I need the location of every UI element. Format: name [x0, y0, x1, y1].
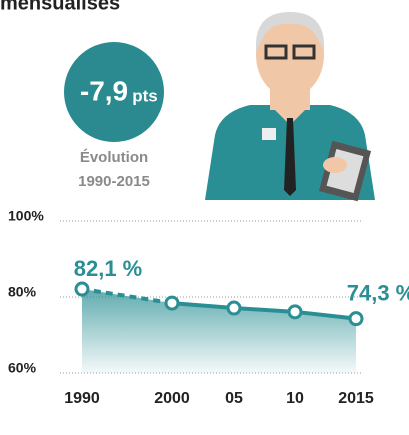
illustration: [205, 12, 375, 201]
point: [166, 297, 178, 309]
x-tick-label: 2015: [338, 390, 374, 407]
point: [76, 283, 88, 295]
y-tick-label: 80%: [8, 284, 37, 300]
badge-unit: pts: [132, 86, 158, 105]
y-tick-label: 60%: [8, 360, 37, 376]
y-tick-label: 100%: [8, 208, 44, 224]
point: [228, 302, 240, 314]
point: [350, 313, 362, 325]
badge-value: -7,9: [80, 75, 128, 106]
area: [82, 289, 356, 373]
badge-caption: Évolution: [80, 149, 148, 166]
badge-caption: 1990-2015: [78, 173, 150, 190]
x-tick-label: 05: [225, 390, 243, 407]
value-label: 74,3 %: [347, 280, 409, 305]
x-tick-label: 2000: [154, 390, 190, 407]
x-tick-label: 1990: [64, 390, 100, 407]
value-label: 82,1 %: [74, 256, 143, 281]
point: [289, 306, 301, 318]
x-tick-label: 10: [286, 390, 304, 407]
chart-title: mensualisés: [0, 0, 120, 14]
chart: mensualisés -7,9 pts Évolution 1990-2015…: [0, 0, 409, 435]
